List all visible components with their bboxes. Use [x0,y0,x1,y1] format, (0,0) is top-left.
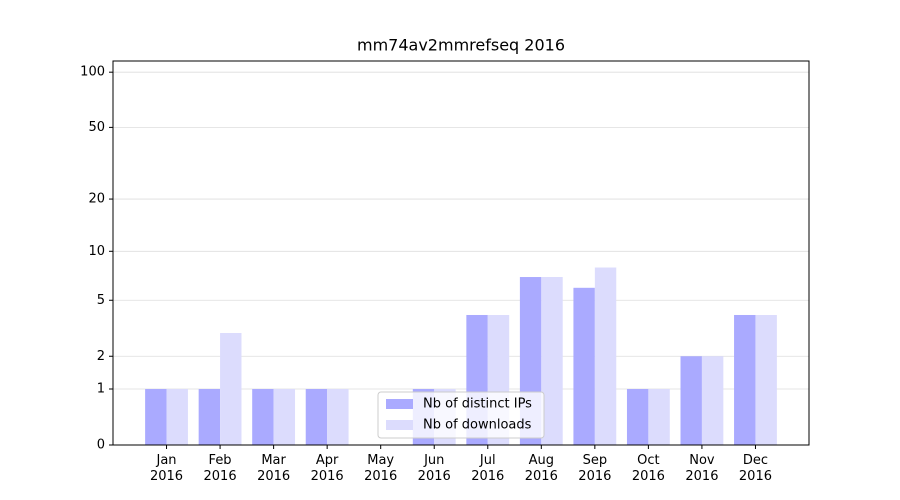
bar [327,389,349,445]
y-tick-label: 2 [97,349,105,364]
bar [648,389,670,445]
y-tick-label: 50 [88,120,105,135]
x-tick-label: Sep 2016 [578,453,612,484]
bar [252,389,274,445]
y-tick-label: 20 [88,192,105,207]
bar [220,333,242,445]
y-tick-label: 1 [97,382,105,397]
x-tick-label: Aug 2016 [524,453,558,484]
bar [198,389,221,445]
bar [680,356,702,445]
x-tick-label: Jan 2016 [149,453,184,484]
x-tick-label: Jul 2016 [471,453,505,484]
bar [273,389,296,445]
x-tick-label: Dec 2016 [738,453,772,484]
y-tick-label: 0 [97,438,105,453]
plot-frame [112,60,810,446]
legend-swatch [386,420,413,430]
bar [594,267,617,445]
bar [755,314,777,445]
legend-label: Nb of downloads [423,418,532,433]
legend-swatch [386,399,413,409]
x-tick-label: Apr 2016 [310,453,344,484]
bar [166,389,188,445]
bar [305,389,328,445]
x-tick-label: Nov 2016 [685,453,719,484]
legend-label: Nb of distinct IPs [423,397,532,412]
legend-box [377,391,545,439]
x-tick-label: Mar 2016 [257,453,291,484]
x-tick-label: Oct 2016 [631,453,665,484]
bar [701,356,724,445]
y-tick-label: 5 [97,293,105,308]
bar [734,314,756,445]
y-tick-label: 10 [88,244,105,259]
bar [541,277,563,445]
x-tick-label: May 2016 [364,453,398,484]
bar [626,389,649,445]
chart-title: mm74av2mmrefseq 2016 [357,36,565,55]
x-tick-label: Jun 2016 [417,453,451,484]
x-tick-label: Feb 2016 [203,453,237,484]
bar [145,389,167,445]
bar [573,287,595,445]
y-tick-label: 100 [80,65,105,80]
